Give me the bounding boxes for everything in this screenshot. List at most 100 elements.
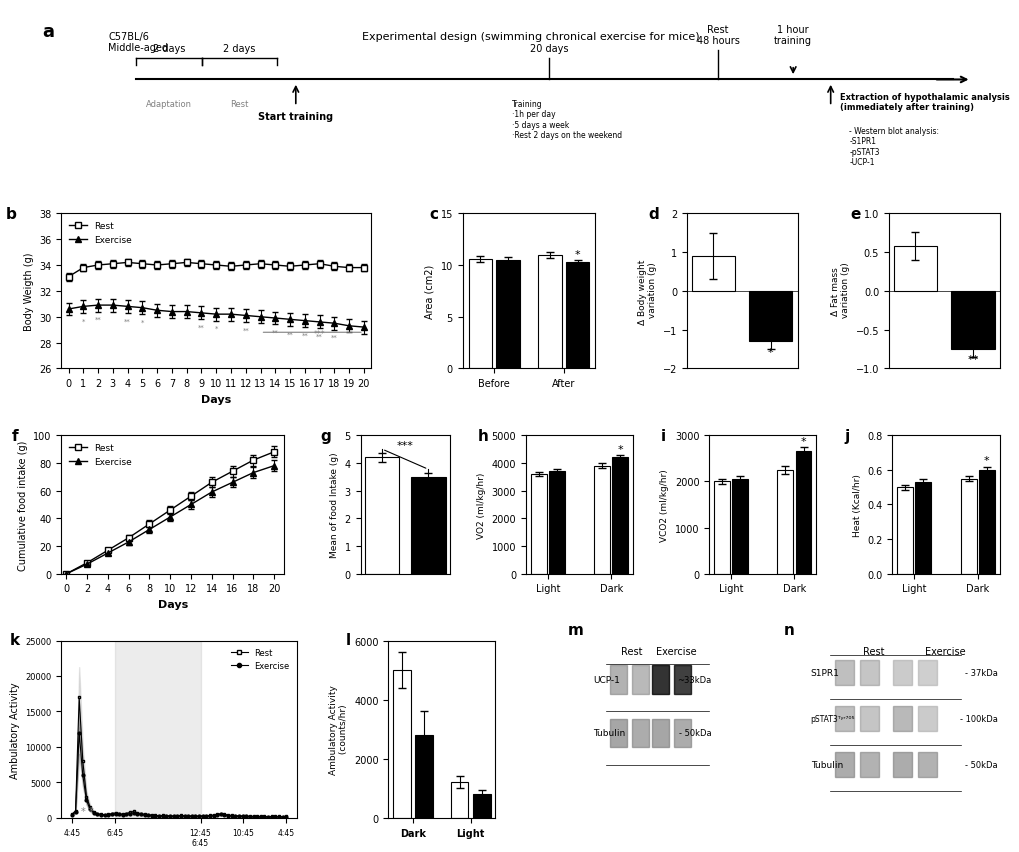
Bar: [611, 458, 628, 574]
Rest: [142, 809, 154, 820]
Y-axis label: Δ Body weight
 variation (g): Δ Body weight variation (g): [637, 259, 656, 324]
Y-axis label: VO2 (ml/kg/hr): VO2 (ml/kg/hr): [477, 472, 486, 538]
Bar: [631, 719, 648, 747]
Rest: [66, 809, 78, 820]
Bar: [450, 782, 468, 818]
Bar: [914, 482, 930, 574]
Line: Rest: Rest: [70, 696, 287, 818]
Text: k: k: [9, 632, 19, 647]
Text: ~33kDa: ~33kDa: [677, 676, 711, 684]
Text: **: **: [95, 317, 101, 323]
Text: n: n: [783, 622, 794, 637]
Bar: [892, 706, 911, 731]
Bar: [897, 487, 912, 574]
Text: pSTAT3ᵀʸʳ⁷⁰⁵: pSTAT3ᵀʸʳ⁷⁰⁵: [810, 714, 854, 723]
Text: UCP-1: UCP-1: [593, 676, 620, 684]
Text: e: e: [849, 206, 860, 222]
Bar: [115, 641, 201, 818]
Bar: [713, 482, 730, 574]
Text: j: j: [844, 429, 849, 444]
Text: Tubulin: Tubulin: [810, 760, 842, 769]
Bar: [978, 470, 994, 574]
Exercise: [262, 812, 274, 822]
Text: ***: ***: [396, 440, 414, 451]
Text: Rest
48 hours: Rest 48 hours: [696, 25, 739, 46]
Legend: Rest, Exercise: Rest, Exercise: [65, 218, 136, 248]
Y-axis label: Cumulative food intake (g): Cumulative food intake (g): [17, 440, 28, 570]
Bar: [548, 472, 565, 574]
Bar: [674, 719, 690, 747]
Text: *: *: [141, 320, 144, 325]
Y-axis label: Body Weigth (g): Body Weigth (g): [23, 252, 34, 331]
Bar: [917, 660, 936, 685]
Rest: [131, 808, 144, 818]
Exercise: [142, 810, 154, 820]
Text: Rest: Rest: [863, 646, 884, 656]
Bar: [859, 752, 878, 777]
Bar: [364, 458, 399, 574]
Bar: [892, 752, 911, 777]
Text: *: *: [82, 318, 85, 324]
Bar: [834, 706, 853, 731]
Bar: [609, 665, 626, 694]
Bar: [691, 256, 735, 291]
Text: a: a: [43, 23, 54, 41]
Text: i: i: [660, 429, 665, 444]
Text: **: **: [286, 331, 293, 337]
Text: *: *: [800, 436, 806, 446]
Text: C57BL/6
Middle-aged: C57BL/6 Middle-aged: [108, 32, 168, 53]
Exercise: [204, 811, 216, 821]
Bar: [893, 246, 936, 291]
Exercise: [106, 809, 118, 820]
Exercise: [66, 810, 78, 820]
Text: l: l: [345, 632, 351, 647]
Rest: [123, 807, 136, 817]
Rest: [73, 693, 86, 703]
Text: **: **: [272, 330, 278, 336]
Bar: [473, 794, 490, 818]
Y-axis label: Ambulatory Activity
 (counts/hr): Ambulatory Activity (counts/hr): [329, 684, 348, 774]
Bar: [566, 262, 589, 369]
Legend: Rest, Exercise: Rest, Exercise: [227, 645, 292, 674]
Bar: [674, 665, 690, 694]
Text: **: **: [330, 335, 337, 341]
Y-axis label: Ambulatory Activity: Ambulatory Activity: [9, 681, 19, 778]
Y-axis label: Δ Fat mass
 variation (g): Δ Fat mass variation (g): [829, 262, 849, 321]
Text: - 50kDa: - 50kDa: [679, 728, 711, 737]
Bar: [652, 665, 668, 694]
Bar: [795, 452, 811, 574]
Text: *: *: [983, 456, 988, 466]
Bar: [834, 660, 853, 685]
Bar: [411, 477, 445, 574]
Text: *: *: [89, 806, 94, 816]
Text: 2 days: 2 days: [223, 43, 256, 54]
Bar: [834, 752, 853, 777]
Rest: [139, 809, 151, 820]
X-axis label: Days: Days: [201, 394, 231, 405]
Text: *: *: [81, 806, 85, 816]
Text: **: **: [966, 354, 977, 365]
Text: Experimental design (swimming chronical exercise for mice): Experimental design (swimming chronical …: [361, 32, 699, 42]
Text: **: **: [243, 327, 249, 333]
Text: m: m: [567, 622, 583, 637]
Text: ***: ***: [314, 330, 325, 339]
Bar: [468, 260, 491, 369]
Text: Exercise: Exercise: [656, 646, 696, 656]
Text: Exercise: Exercise: [924, 646, 965, 656]
Text: h: h: [477, 429, 488, 444]
Bar: [859, 660, 878, 685]
Exercise: [123, 809, 136, 819]
Bar: [594, 466, 609, 574]
Text: f: f: [12, 429, 18, 444]
Bar: [917, 752, 936, 777]
Text: Start training: Start training: [258, 112, 333, 122]
Text: Adaptation: Adaptation: [146, 100, 192, 109]
Bar: [609, 719, 626, 747]
Bar: [732, 480, 747, 574]
Text: c: c: [429, 206, 438, 222]
Text: Extraction of hypothalamic analysis
(immediately after training): Extraction of hypothalamic analysis (imm…: [840, 93, 1009, 112]
Y-axis label: VCO2 (ml/kg/hr): VCO2 (ml/kg/hr): [659, 469, 668, 541]
Bar: [859, 706, 878, 731]
Text: *: *: [767, 348, 773, 358]
Text: Tubulin: Tubulin: [593, 728, 625, 737]
